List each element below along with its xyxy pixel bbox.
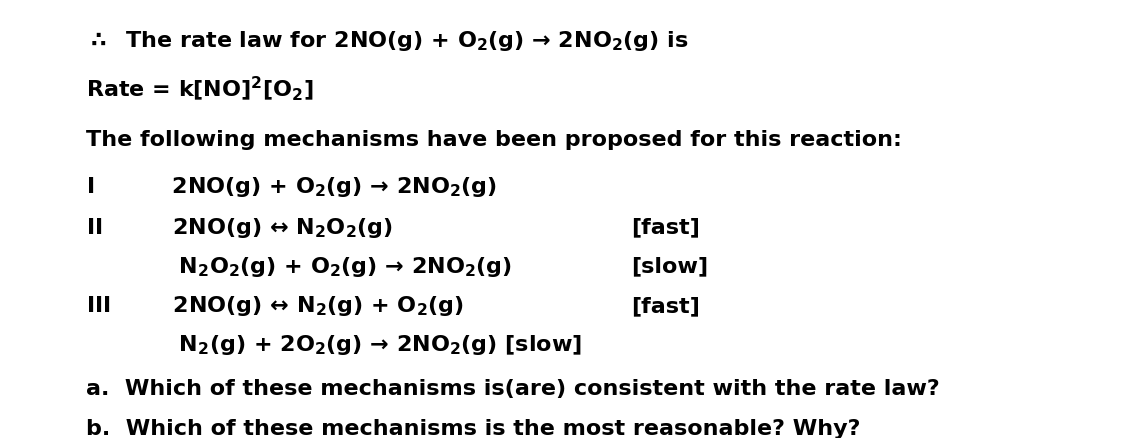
Text: II         2NO(g) ↔ N$_\mathbf{2}$O$_\mathbf{2}$(g): II 2NO(g) ↔ N$_\mathbf{2}$O$_\mathbf{2}$… — [86, 215, 392, 239]
Text: The following mechanisms have been proposed for this reaction:: The following mechanisms have been propo… — [86, 130, 902, 150]
Text: [fast]: [fast] — [631, 295, 699, 315]
Text: a.  Which of these mechanisms is(are) consistent with the rate law?: a. Which of these mechanisms is(are) con… — [86, 378, 939, 399]
Text: III        2NO(g) ↔ N$_\mathbf{2}$(g) + O$_\mathbf{2}$(g): III 2NO(g) ↔ N$_\mathbf{2}$(g) + O$_\mat… — [86, 293, 464, 317]
Text: [fast]: [fast] — [631, 217, 699, 237]
Text: N$_\mathbf{2}$(g) + 2O$_\mathbf{2}$(g) → 2NO$_\mathbf{2}$(g) [slow]: N$_\mathbf{2}$(g) + 2O$_\mathbf{2}$(g) →… — [86, 332, 582, 356]
Text: N$_\mathbf{2}$O$_\mathbf{2}$(g) + O$_\mathbf{2}$(g) → 2NO$_\mathbf{2}$(g): N$_\mathbf{2}$O$_\mathbf{2}$(g) + O$_\ma… — [86, 254, 512, 278]
Text: Rate = k[NO]$^\mathbf{2}$[O$_\mathbf{2}$]: Rate = k[NO]$^\mathbf{2}$[O$_\mathbf{2}$… — [86, 74, 314, 103]
Text: b.  Which of these mechanisms is the most reasonable? Why?: b. Which of these mechanisms is the most… — [86, 417, 861, 438]
Text: $\mathbf{\therefore}$  The rate law for 2NO(g) + O$_\mathbf{2}$(g) → 2NO$_\mathb: $\mathbf{\therefore}$ The rate law for 2… — [86, 29, 688, 53]
Text: I          2NO(g) + O$_\mathbf{2}$(g) → 2NO$_\mathbf{2}$(g): I 2NO(g) + O$_\mathbf{2}$(g) → 2NO$_\mat… — [86, 174, 497, 198]
Text: [slow]: [slow] — [631, 256, 708, 276]
